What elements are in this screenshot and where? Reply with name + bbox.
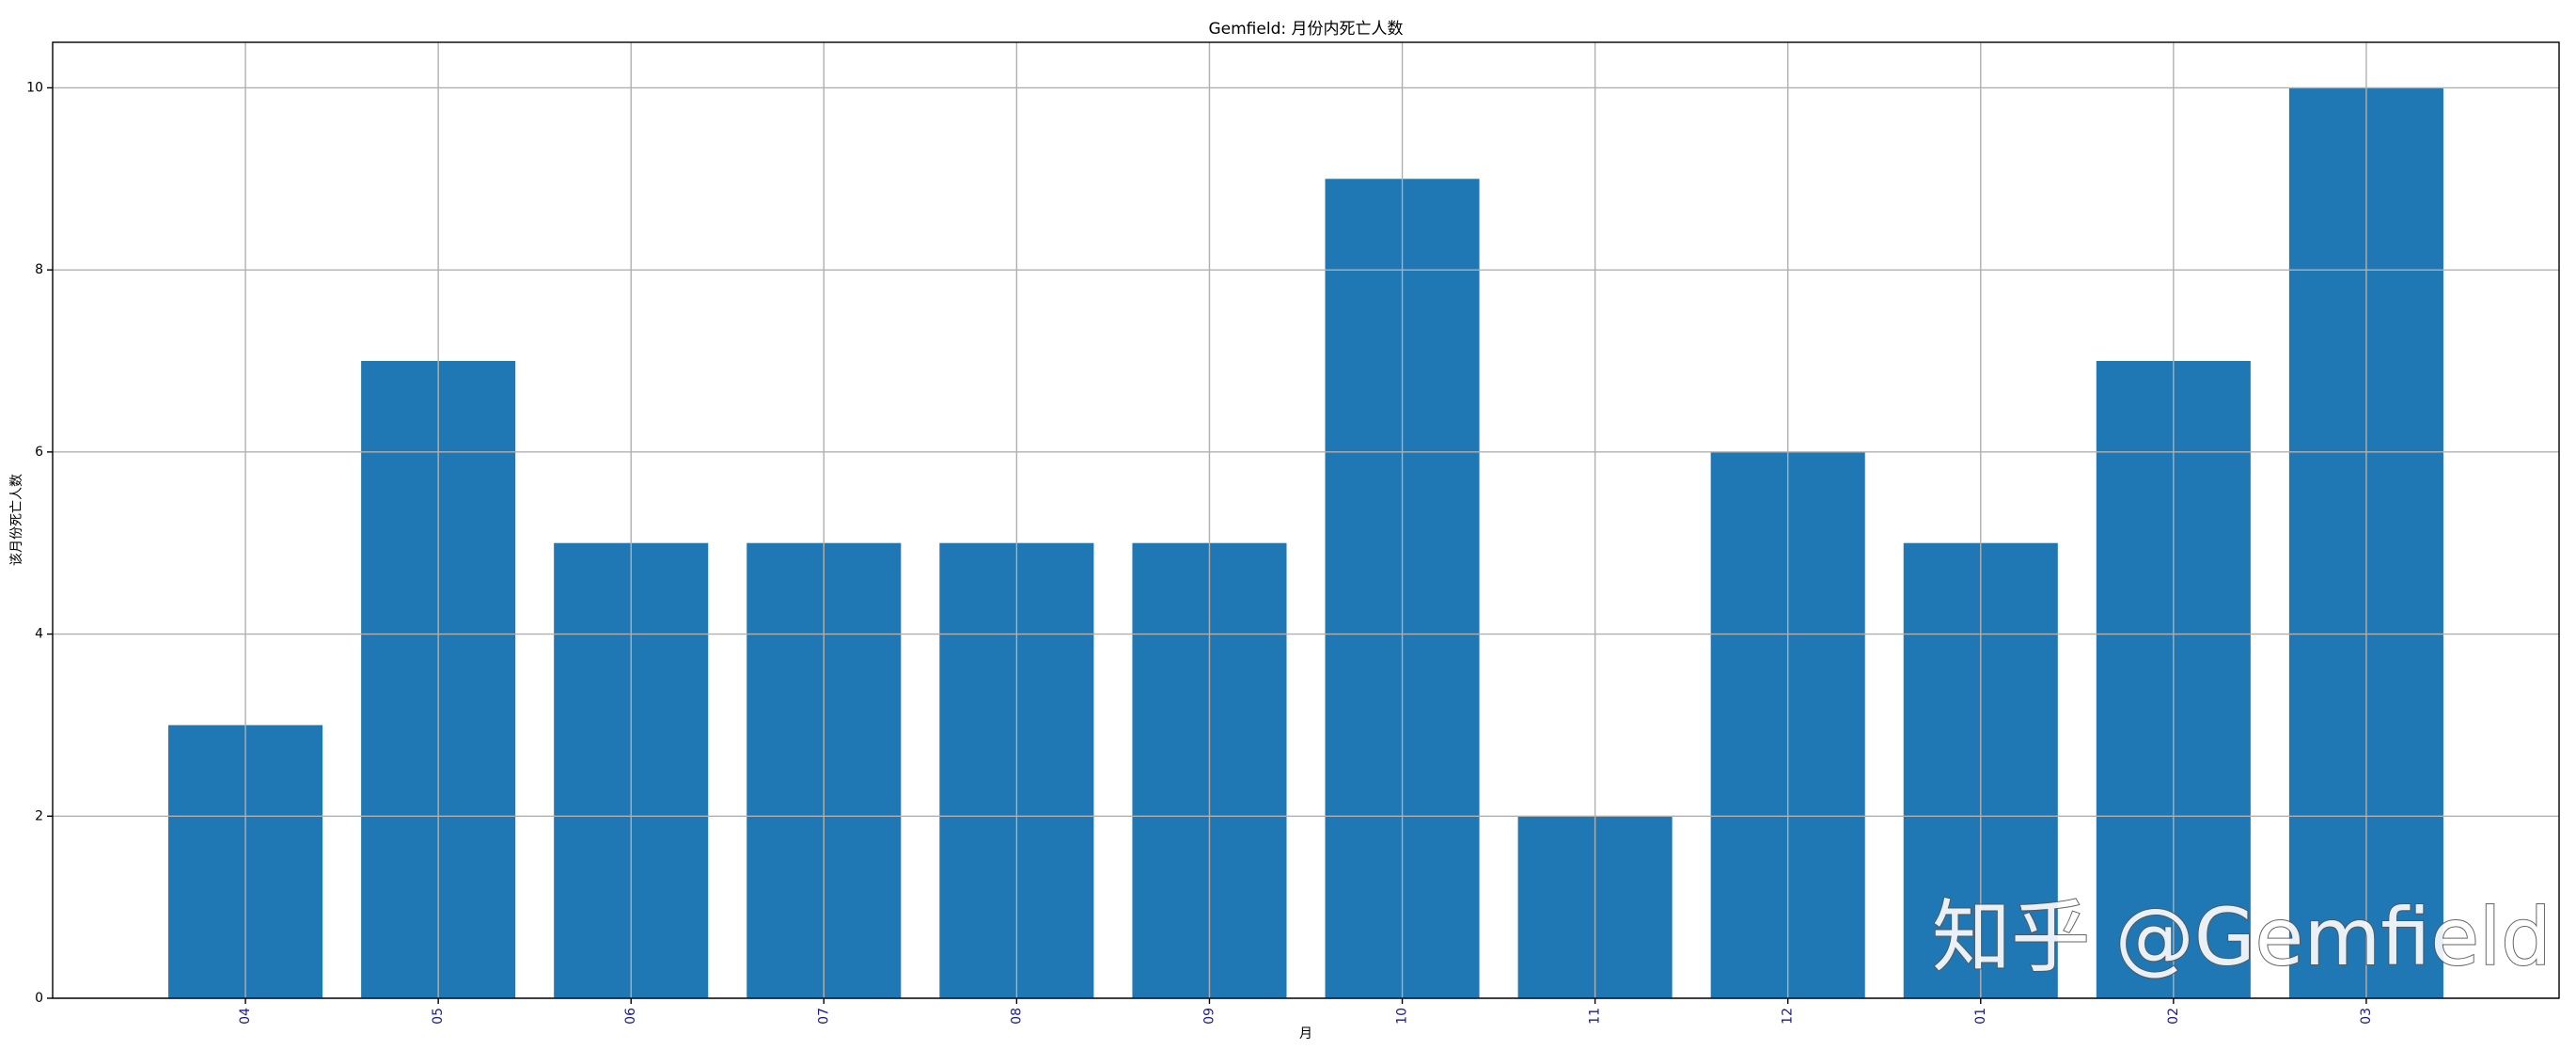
y-tick-label: 8 [35,262,43,277]
x-tick-label: 09 [1202,1008,1217,1025]
y-tick-label: 10 [26,80,43,95]
axes-frame [52,41,2560,999]
x-tick-label: 10 [1395,1008,1410,1025]
y-tick-label: 2 [35,808,43,823]
y-tick-label: 6 [35,445,43,460]
x-tick-label: 08 [1009,1008,1024,1025]
watermark: 知乎 @Gemfield [1932,891,2552,983]
x-axis-label: 月 [1299,1026,1312,1041]
x-tick-label: 05 [431,1008,446,1025]
x-tick-label: 04 [238,1008,253,1025]
y-tick-label: 4 [35,627,43,642]
x-tick-label: 02 [2166,1008,2181,1025]
x-tick-label: 07 [816,1008,831,1025]
x-tick-label: 06 [623,1008,638,1025]
x-tick-label: 11 [1588,1008,1603,1025]
y-axis-label: 该月份死亡人数 [9,474,24,566]
x-tick-label: 12 [1781,1008,1796,1025]
x-tick-label: 03 [2359,1008,2374,1025]
chart-title: Gemfield: 月份内死亡人数 [1208,20,1403,39]
y-tick-label: 0 [35,991,43,1006]
x-tick-label: 01 [1973,1008,1988,1025]
